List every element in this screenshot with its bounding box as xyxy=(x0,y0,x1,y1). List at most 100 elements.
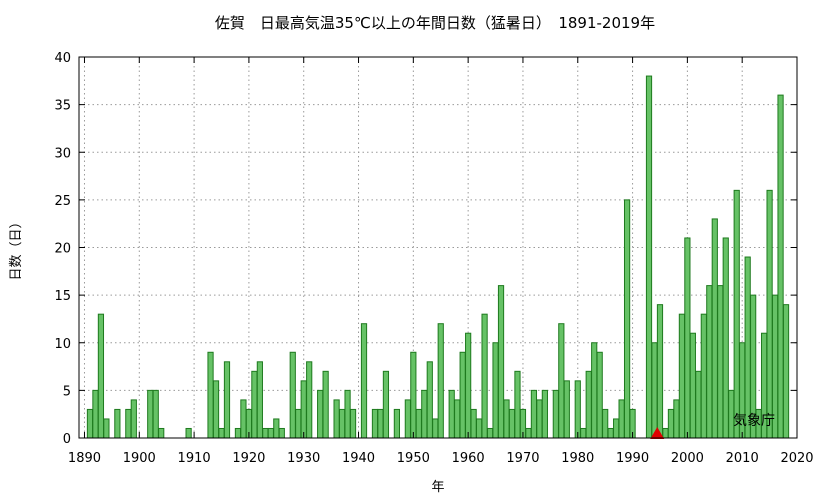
x-tick-label: 1950 xyxy=(397,451,430,466)
bar xyxy=(541,389,548,439)
bar xyxy=(158,427,165,439)
y-tick-label: 20 xyxy=(54,242,71,257)
bar xyxy=(777,94,784,439)
axis-ticks xyxy=(79,56,798,439)
bar xyxy=(602,408,609,439)
y-tick-label: 40 xyxy=(54,51,71,66)
bar xyxy=(349,408,357,439)
bar xyxy=(563,380,570,439)
bar xyxy=(733,189,740,439)
bar xyxy=(514,370,521,439)
x-tick-label: 1960 xyxy=(452,451,485,466)
bar xyxy=(662,427,669,439)
bar xyxy=(86,408,94,439)
bar xyxy=(382,370,390,439)
y-axis-title: 日数（日） xyxy=(9,215,24,280)
bar xyxy=(273,418,280,439)
bar xyxy=(130,399,137,439)
bar xyxy=(125,408,132,439)
bar xyxy=(585,370,592,439)
bars xyxy=(86,75,790,439)
bar xyxy=(667,408,675,439)
bar xyxy=(623,199,631,439)
bar xyxy=(393,408,400,439)
bar xyxy=(645,75,653,439)
y-tick-label: 30 xyxy=(54,146,71,161)
bar xyxy=(306,361,313,439)
bar xyxy=(207,351,214,439)
y-tick-label: 5 xyxy=(63,384,71,399)
bar xyxy=(574,380,581,439)
bar xyxy=(717,285,724,439)
bar xyxy=(426,361,433,439)
y-tick-labels: 0 5 10 15 20 25 30 35 40 xyxy=(54,51,71,447)
grid-lines xyxy=(79,57,797,438)
bar xyxy=(152,389,159,439)
bar xyxy=(503,399,510,439)
bar xyxy=(492,342,499,439)
bar xyxy=(92,389,99,439)
bar xyxy=(371,408,379,439)
bar xyxy=(448,389,455,439)
x-tick-label: 1910 xyxy=(178,451,211,466)
bar xyxy=(711,218,718,439)
bar xyxy=(360,323,368,439)
bar xyxy=(689,332,696,439)
y-tick-label: 15 xyxy=(54,289,71,304)
x-tick-label: 1890 xyxy=(68,451,101,466)
bar xyxy=(317,389,324,439)
bar xyxy=(322,370,329,439)
bar xyxy=(536,399,543,439)
x-tick-label: 1940 xyxy=(342,451,375,466)
bar xyxy=(300,380,307,439)
bar xyxy=(212,380,220,439)
bar xyxy=(766,189,773,439)
bar xyxy=(525,427,532,439)
bar xyxy=(613,418,620,439)
chart-title: 佐賀 日最高気温35℃以上の年間日数（猛暑日） 1891-2019年 xyxy=(215,14,655,32)
bar xyxy=(470,408,477,439)
bar xyxy=(486,427,494,439)
marker-group xyxy=(650,427,665,439)
x-tick-label: 2010 xyxy=(726,451,759,466)
bar xyxy=(700,313,707,439)
y-tick-label: 10 xyxy=(54,337,71,352)
x-tick-label: 1970 xyxy=(506,451,539,466)
bar xyxy=(103,418,110,439)
x-axis-title: 年 xyxy=(431,480,444,495)
bar xyxy=(234,427,242,439)
bar xyxy=(185,427,192,439)
bar xyxy=(678,313,686,439)
bar xyxy=(465,332,472,439)
bar xyxy=(256,361,263,439)
bar xyxy=(114,408,121,439)
bar xyxy=(558,323,565,439)
bar xyxy=(684,237,691,439)
bar xyxy=(481,313,488,439)
x-tick-label: 1980 xyxy=(561,451,594,466)
bar xyxy=(454,399,461,439)
bar xyxy=(782,304,790,439)
bar xyxy=(437,323,444,439)
bar xyxy=(267,427,274,439)
bar xyxy=(262,427,269,439)
x-tick-label: 2000 xyxy=(671,451,704,466)
bar xyxy=(295,408,302,439)
bar xyxy=(596,351,603,439)
credit-label: 気象庁 xyxy=(733,413,775,429)
bar xyxy=(377,408,384,439)
bar xyxy=(607,427,614,439)
triangle-marker-icon xyxy=(650,427,665,439)
bar xyxy=(333,399,340,439)
bar xyxy=(706,285,713,439)
y-tick-label: 35 xyxy=(54,99,71,114)
bar xyxy=(97,313,105,439)
y-tick-label: 0 xyxy=(63,432,71,447)
bar xyxy=(530,389,538,439)
bar xyxy=(240,399,247,439)
bar xyxy=(695,370,702,439)
bar xyxy=(651,342,658,439)
bar xyxy=(415,408,422,439)
